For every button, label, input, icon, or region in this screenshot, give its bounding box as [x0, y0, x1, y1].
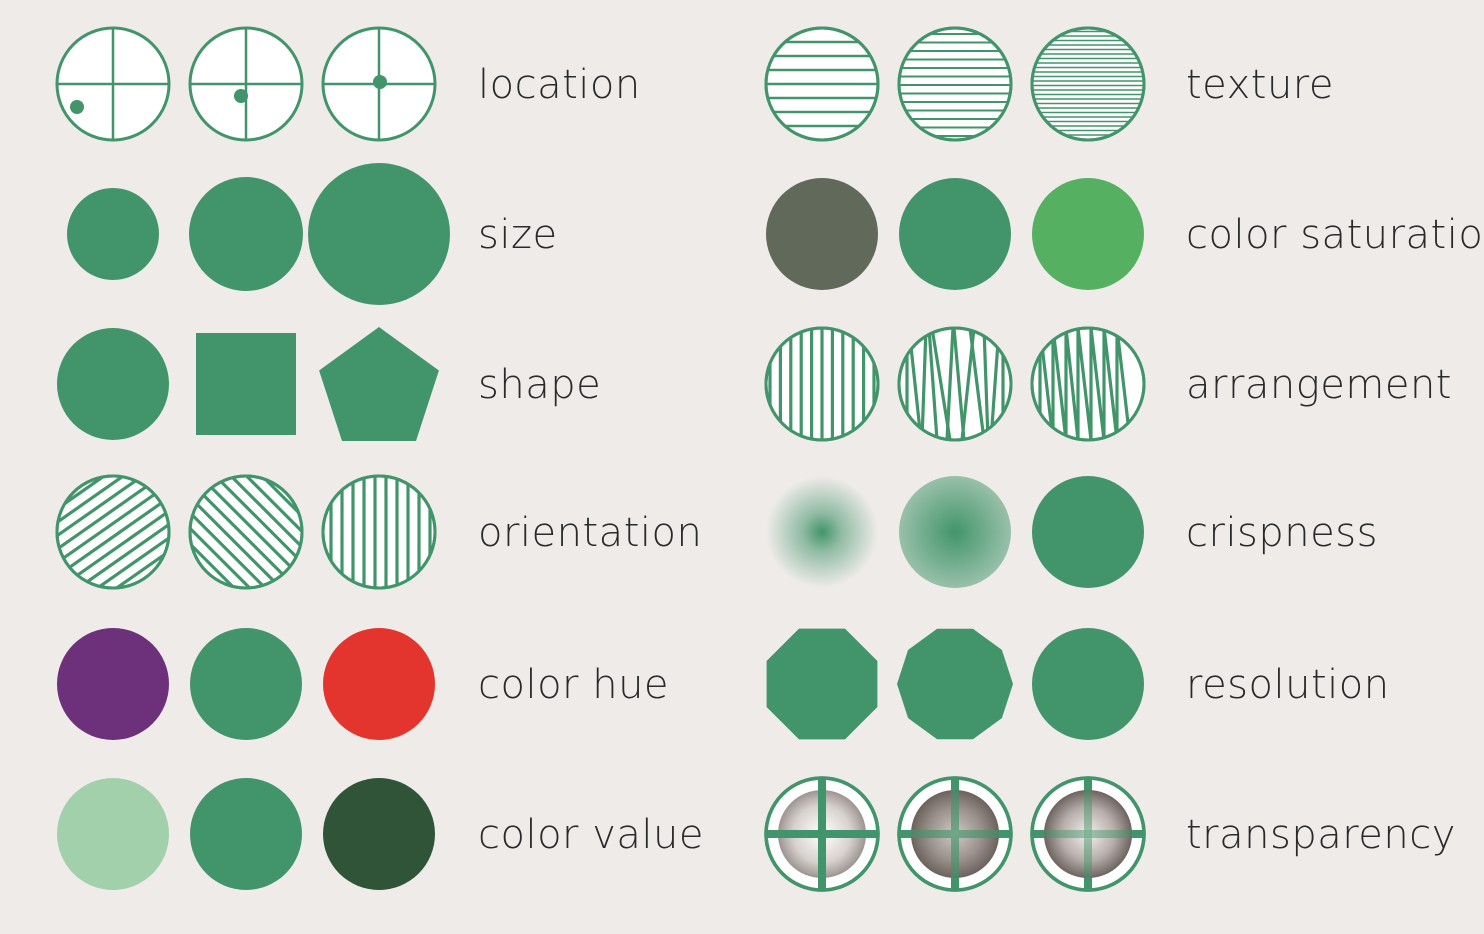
color-saturation-symbol-3 — [1032, 178, 1144, 290]
size-symbol-1 — [67, 188, 159, 280]
texture-symbol-2 — [897, 26, 1013, 142]
location-symbol-2 — [188, 26, 304, 142]
orientation-symbol-3 — [321, 474, 437, 590]
decagon-shape — [897, 628, 1013, 740]
location-label: location — [478, 62, 641, 108]
location-dot — [234, 89, 248, 103]
color-value-symbol-2 — [190, 778, 302, 890]
transparency-symbol-1 — [764, 776, 880, 892]
resolution-label: resolution — [1186, 662, 1390, 708]
variable-row-transparency: transparency — [764, 776, 1456, 892]
color-saturation-symbol-1 — [766, 178, 878, 290]
left-variables-column: location size shape orientation color hue col… — [55, 26, 704, 890]
texture-label: texture — [1186, 62, 1334, 108]
transparency-symbol-3 — [1030, 776, 1146, 892]
transparency-symbol-2 — [897, 776, 1013, 892]
arrangement-symbol-2 — [897, 326, 1013, 442]
shape-symbol-1 — [57, 328, 169, 440]
resolution-symbol-1 — [766, 628, 878, 740]
crispness-label: crispness — [1186, 510, 1378, 556]
variable-row-orientation: orientation — [55, 474, 702, 590]
variable-row-color-hue: color hue — [57, 628, 669, 740]
arrangement-symbol-3 — [1030, 326, 1146, 442]
shape-symbol-3 — [319, 327, 439, 441]
resolution-symbol-3 — [1032, 628, 1144, 740]
right-variables-column: texture color saturation arrangement crispn… — [764, 26, 1484, 892]
variable-row-resolution: resolution — [766, 628, 1390, 740]
arrangement-label: arrangement — [1186, 362, 1452, 408]
size-symbol-3 — [308, 163, 450, 305]
crispness-symbol-2 — [899, 476, 1011, 588]
texture-symbol-3 — [1030, 26, 1146, 142]
variable-row-color-value: color value — [57, 778, 704, 890]
location-symbol-3 — [321, 26, 437, 142]
hatch-lines — [767, 29, 877, 139]
hatch-lines — [1033, 30, 1143, 139]
color-hue-symbol-1 — [57, 628, 169, 740]
texture-symbol-1 — [764, 26, 880, 142]
location-symbol-1 — [55, 26, 171, 142]
variable-row-texture: texture — [764, 26, 1334, 142]
orientation-label: orientation — [478, 510, 702, 556]
shape-label: shape — [478, 362, 601, 408]
color-value-label: color value — [478, 812, 704, 858]
variable-row-crispness: crispness — [766, 476, 1378, 588]
hatch-lines — [329, 477, 432, 587]
size-label: size — [478, 212, 558, 258]
variable-row-shape: shape — [57, 327, 601, 441]
size-symbol-2 — [189, 177, 303, 291]
octagon-shape — [766, 628, 878, 740]
color-saturation-symbol-2 — [899, 178, 1011, 290]
color-hue-symbol-2 — [190, 628, 302, 740]
arrangement-symbol-1 — [764, 326, 880, 442]
crispness-symbol-3 — [1032, 476, 1144, 588]
hatch-lines — [900, 33, 1010, 137]
variable-row-location: location — [55, 26, 641, 142]
location-dot — [70, 100, 84, 114]
color-hue-symbol-3 — [323, 628, 435, 740]
color-value-symbol-1 — [57, 778, 169, 890]
transparency-label: transparency — [1186, 812, 1456, 858]
color-value-symbol-3 — [323, 778, 435, 890]
color-hue-label: color hue — [478, 662, 669, 708]
variable-row-arrangement: arrangement — [764, 326, 1452, 442]
variable-row-size: size — [67, 163, 558, 305]
shape-symbol-2 — [196, 333, 296, 435]
crispness-symbol-1 — [766, 476, 878, 588]
location-dot — [373, 75, 387, 89]
color-saturation-label: color saturation — [1186, 212, 1484, 258]
resolution-symbol-2 — [897, 628, 1013, 740]
variable-row-color-saturation: color saturation — [766, 178, 1484, 290]
arrangement-lines — [905, 329, 1005, 439]
pentagon-shape — [319, 327, 439, 441]
